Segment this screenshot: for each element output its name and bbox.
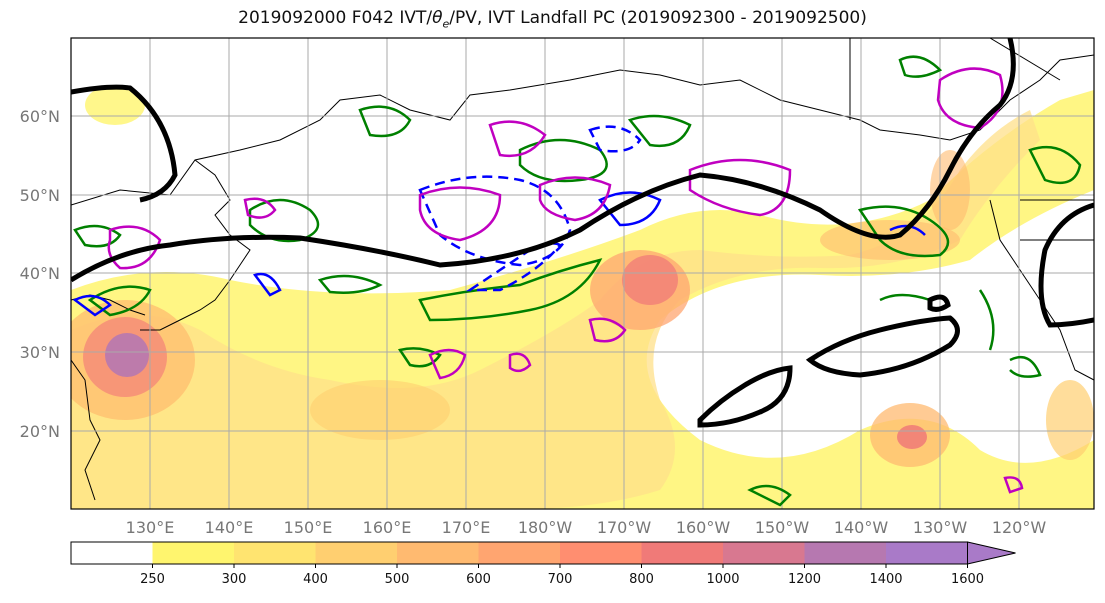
colorbar-tick-label: 1000 [706,572,739,587]
colorbar-extend-arrow [967,541,1016,565]
colorbar-segment [886,542,968,564]
map-title: 2019092000 F042 IVT/θe/PV, IVT Landfall … [238,8,867,31]
colorbar-tick-label: 1600 [951,572,984,587]
colorbar-segment [478,542,561,564]
colorbar-tick-label: 300 [222,572,247,587]
lon-label: 140°W [834,518,889,537]
colorbar-segment [723,542,805,564]
latitude-labels: 60°N 50°N 40°N 30°N 20°N [20,107,60,441]
theta-e-contours [71,38,1094,428]
lon-label: 120°W [992,518,1047,537]
colorbar-segment [641,542,724,564]
lat-label: 50°N [20,186,60,205]
colorbar-frame [70,541,968,565]
map-panel [71,38,1094,509]
lat-label: 60°N [20,107,60,126]
lat-label: 40°N [20,264,60,283]
colorbar-tick-label: 400 [303,572,328,587]
lon-label: 150°W [755,518,810,537]
lon-label: 160°E [363,518,412,537]
colorbar-segment [234,542,316,564]
map-frame [70,37,1095,510]
colorbar-segment [315,542,398,564]
longitude-labels: 130°E 140°E 150°E 160°E 170°E 180°W 170°… [126,518,1047,537]
lat-label: 20°N [20,422,60,441]
lon-label: 170°W [597,518,652,537]
graticule [71,38,1094,509]
lon-label: 160°W [676,518,731,537]
colorbar-tick-label: 600 [466,572,491,587]
lon-label: 150°E [284,518,333,537]
colorbar: 250 300 400 500 600 700 800 1000 1200 1400 1600 [70,541,1016,587]
colorbar-segment [71,542,153,564]
colorbar-segment [152,542,235,564]
lon-label: 130°E [126,518,175,537]
colorbar-tick-label: 250 [140,572,165,587]
colorbar-segment [397,542,479,564]
ivt-shading [71,85,1094,509]
colorbar-tick-label: 800 [629,572,654,587]
colorbar-tick-label: 1400 [869,572,902,587]
lon-label: 180°W [518,518,573,537]
colorbar-segment [804,542,887,564]
landfall-pc-contours [107,67,1024,494]
colorbar-tick-label: 500 [385,572,410,587]
colorbar-tick-label: 1200 [788,572,821,587]
lon-label: 130°W [913,518,968,537]
lon-label: 140°E [205,518,254,537]
colorbar-segment [560,542,642,564]
lon-label: 170°E [442,518,491,537]
colorbar-tick-label: 700 [548,572,573,587]
lat-label: 30°N [20,343,60,362]
